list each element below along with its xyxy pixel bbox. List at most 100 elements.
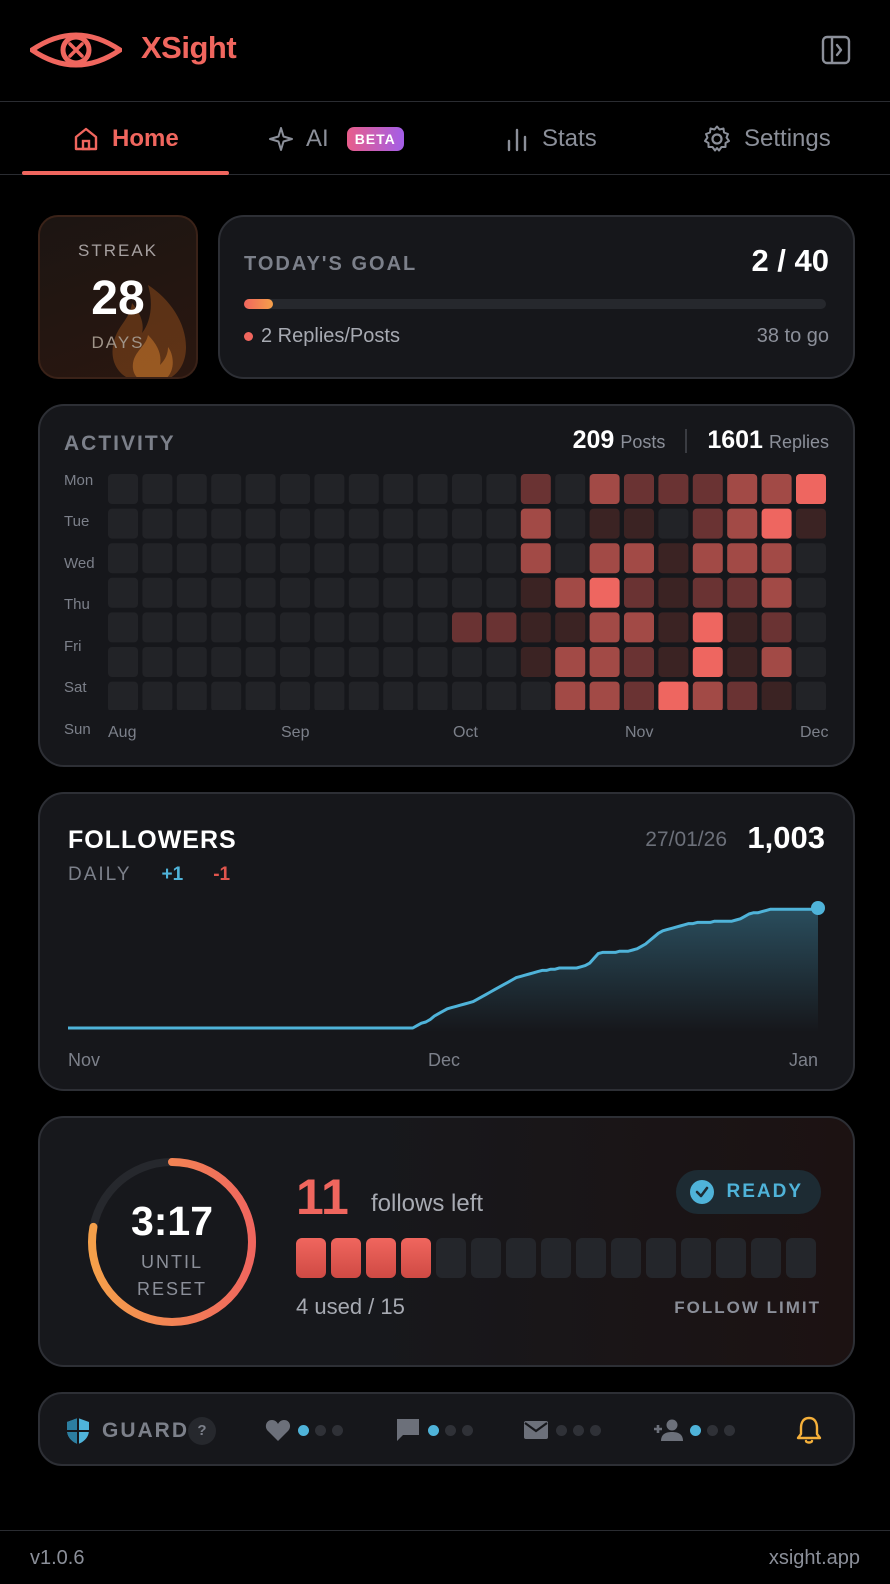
heatmap-cell bbox=[280, 474, 310, 504]
heatmap-cell bbox=[211, 681, 242, 710]
heatmap-cell bbox=[280, 508, 310, 539]
heatmap-cell bbox=[452, 577, 482, 608]
heatmap-cell bbox=[555, 543, 586, 574]
heatmap-cell bbox=[796, 647, 826, 677]
month-label: Nov bbox=[625, 724, 654, 741]
heatmap-cell bbox=[727, 647, 758, 677]
help-button[interactable]: ? bbox=[188, 1417, 216, 1445]
heatmap-cell bbox=[348, 647, 379, 677]
heatmap-cell bbox=[624, 577, 654, 608]
heatmap-cell bbox=[589, 612, 620, 643]
heatmap-cell bbox=[348, 508, 379, 539]
daily-loss: -1 bbox=[213, 864, 231, 885]
heatmap-cell bbox=[314, 681, 345, 710]
guard-likes[interactable] bbox=[264, 1416, 343, 1444]
heatmap-cell bbox=[658, 681, 689, 710]
heatmap-cell bbox=[245, 647, 276, 677]
heatmap-cell bbox=[555, 508, 586, 539]
heatmap-cell bbox=[589, 508, 620, 539]
heatmap-cell bbox=[383, 508, 414, 539]
heatmap-cell bbox=[211, 543, 242, 574]
follow-slot bbox=[331, 1238, 361, 1278]
status-badge: READY bbox=[676, 1170, 821, 1214]
heatmap-cell bbox=[555, 474, 586, 504]
reset-timer-ring bbox=[88, 1158, 256, 1326]
tab-home[interactable]: Home bbox=[72, 102, 179, 175]
heatmap-cell bbox=[624, 681, 654, 710]
heatmap-cell bbox=[176, 474, 207, 504]
heatmap-cell bbox=[383, 681, 414, 710]
heatmap-cell bbox=[761, 612, 792, 643]
heatmap-cell bbox=[555, 681, 586, 710]
daily-change: DAILY +1 -1 bbox=[68, 864, 230, 886]
goal-breakdown: 2 Replies/Posts bbox=[244, 325, 400, 348]
follows-used: 4 used / 15 bbox=[296, 1294, 405, 1319]
heatmap-cell bbox=[589, 474, 620, 504]
heatmap-cell bbox=[417, 543, 448, 574]
follow-limit-card: 3:17 UNTIL RESET 11 follows left READY 4… bbox=[38, 1116, 855, 1367]
timer-caption-line1: UNTIL bbox=[140, 1252, 203, 1272]
level-dot bbox=[690, 1424, 701, 1436]
add-user-icon bbox=[654, 1419, 683, 1441]
day-label: Tue bbox=[64, 513, 90, 530]
tab-settings[interactable]: Settings bbox=[702, 102, 831, 175]
streak-unit: DAYS bbox=[91, 333, 145, 352]
beta-badge: BETA bbox=[346, 126, 404, 151]
heatmap-cell bbox=[211, 647, 242, 677]
guard-replies[interactable] bbox=[394, 1416, 473, 1444]
guard-messages[interactable] bbox=[522, 1416, 601, 1444]
heatmap-cell bbox=[211, 474, 242, 504]
heatmap-cell bbox=[211, 612, 242, 643]
heatmap-cell bbox=[383, 647, 414, 677]
bar-chart-icon bbox=[507, 128, 527, 151]
bell-icon[interactable] bbox=[793, 1414, 825, 1446]
heatmap-cell bbox=[348, 612, 379, 643]
follow-slot bbox=[751, 1238, 781, 1278]
heatmap-cell bbox=[692, 577, 723, 608]
heatmap-cell bbox=[211, 508, 242, 539]
heatmap-cell bbox=[692, 543, 723, 574]
heatmap-cell bbox=[624, 612, 654, 643]
tab-settings-label: Settings bbox=[744, 124, 831, 152]
tab-stats[interactable]: Stats bbox=[504, 102, 597, 175]
level-dot bbox=[573, 1424, 584, 1436]
heatmap-cell bbox=[280, 647, 310, 677]
heatmap-cell bbox=[417, 474, 448, 504]
heatmap-cell bbox=[761, 543, 792, 574]
guard-follows[interactable] bbox=[652, 1416, 735, 1444]
heatmap-cell bbox=[486, 612, 517, 643]
heatmap-cell bbox=[245, 474, 276, 504]
heatmap-cell bbox=[452, 474, 482, 504]
website-link[interactable]: xsight.app bbox=[768, 1547, 860, 1569]
heatmap-cell bbox=[280, 612, 310, 643]
followers-area bbox=[68, 908, 818, 1032]
heatmap-cell bbox=[520, 612, 551, 643]
heatmap-cell bbox=[280, 543, 310, 574]
heatmap-cell bbox=[520, 474, 551, 504]
level-dot bbox=[707, 1424, 718, 1436]
reset-timer: 3:17 bbox=[130, 1198, 214, 1244]
heatmap-cell bbox=[520, 543, 551, 574]
heatmap-cell bbox=[452, 681, 482, 710]
follow-slot bbox=[436, 1238, 466, 1278]
heatmap-cell bbox=[142, 508, 173, 539]
sidebar-toggle-icon[interactable] bbox=[821, 35, 851, 65]
month-label: Aug bbox=[108, 724, 137, 741]
heatmap-cell bbox=[108, 612, 138, 643]
heatmap-cell bbox=[452, 508, 482, 539]
timer-progress-arc bbox=[88, 1158, 256, 1326]
heatmap-cell bbox=[692, 474, 723, 504]
heatmap-cell bbox=[727, 543, 758, 574]
heatmap-cell bbox=[727, 474, 758, 504]
follow-slot bbox=[681, 1238, 711, 1278]
footer: v1.0.6 xsight.app bbox=[0, 1530, 890, 1584]
heatmap-cell bbox=[176, 543, 207, 574]
heatmap-cell bbox=[245, 508, 276, 539]
followers-line bbox=[68, 906, 819, 1030]
heatmap-cell bbox=[142, 612, 173, 643]
main-nav: Home AI BETA Stats Settings bbox=[0, 102, 890, 175]
heatmap-cell bbox=[245, 577, 276, 608]
activity-title: ACTIVITY bbox=[64, 432, 176, 455]
tab-ai[interactable]: AI BETA bbox=[268, 102, 404, 175]
heatmap-cell bbox=[383, 543, 414, 574]
